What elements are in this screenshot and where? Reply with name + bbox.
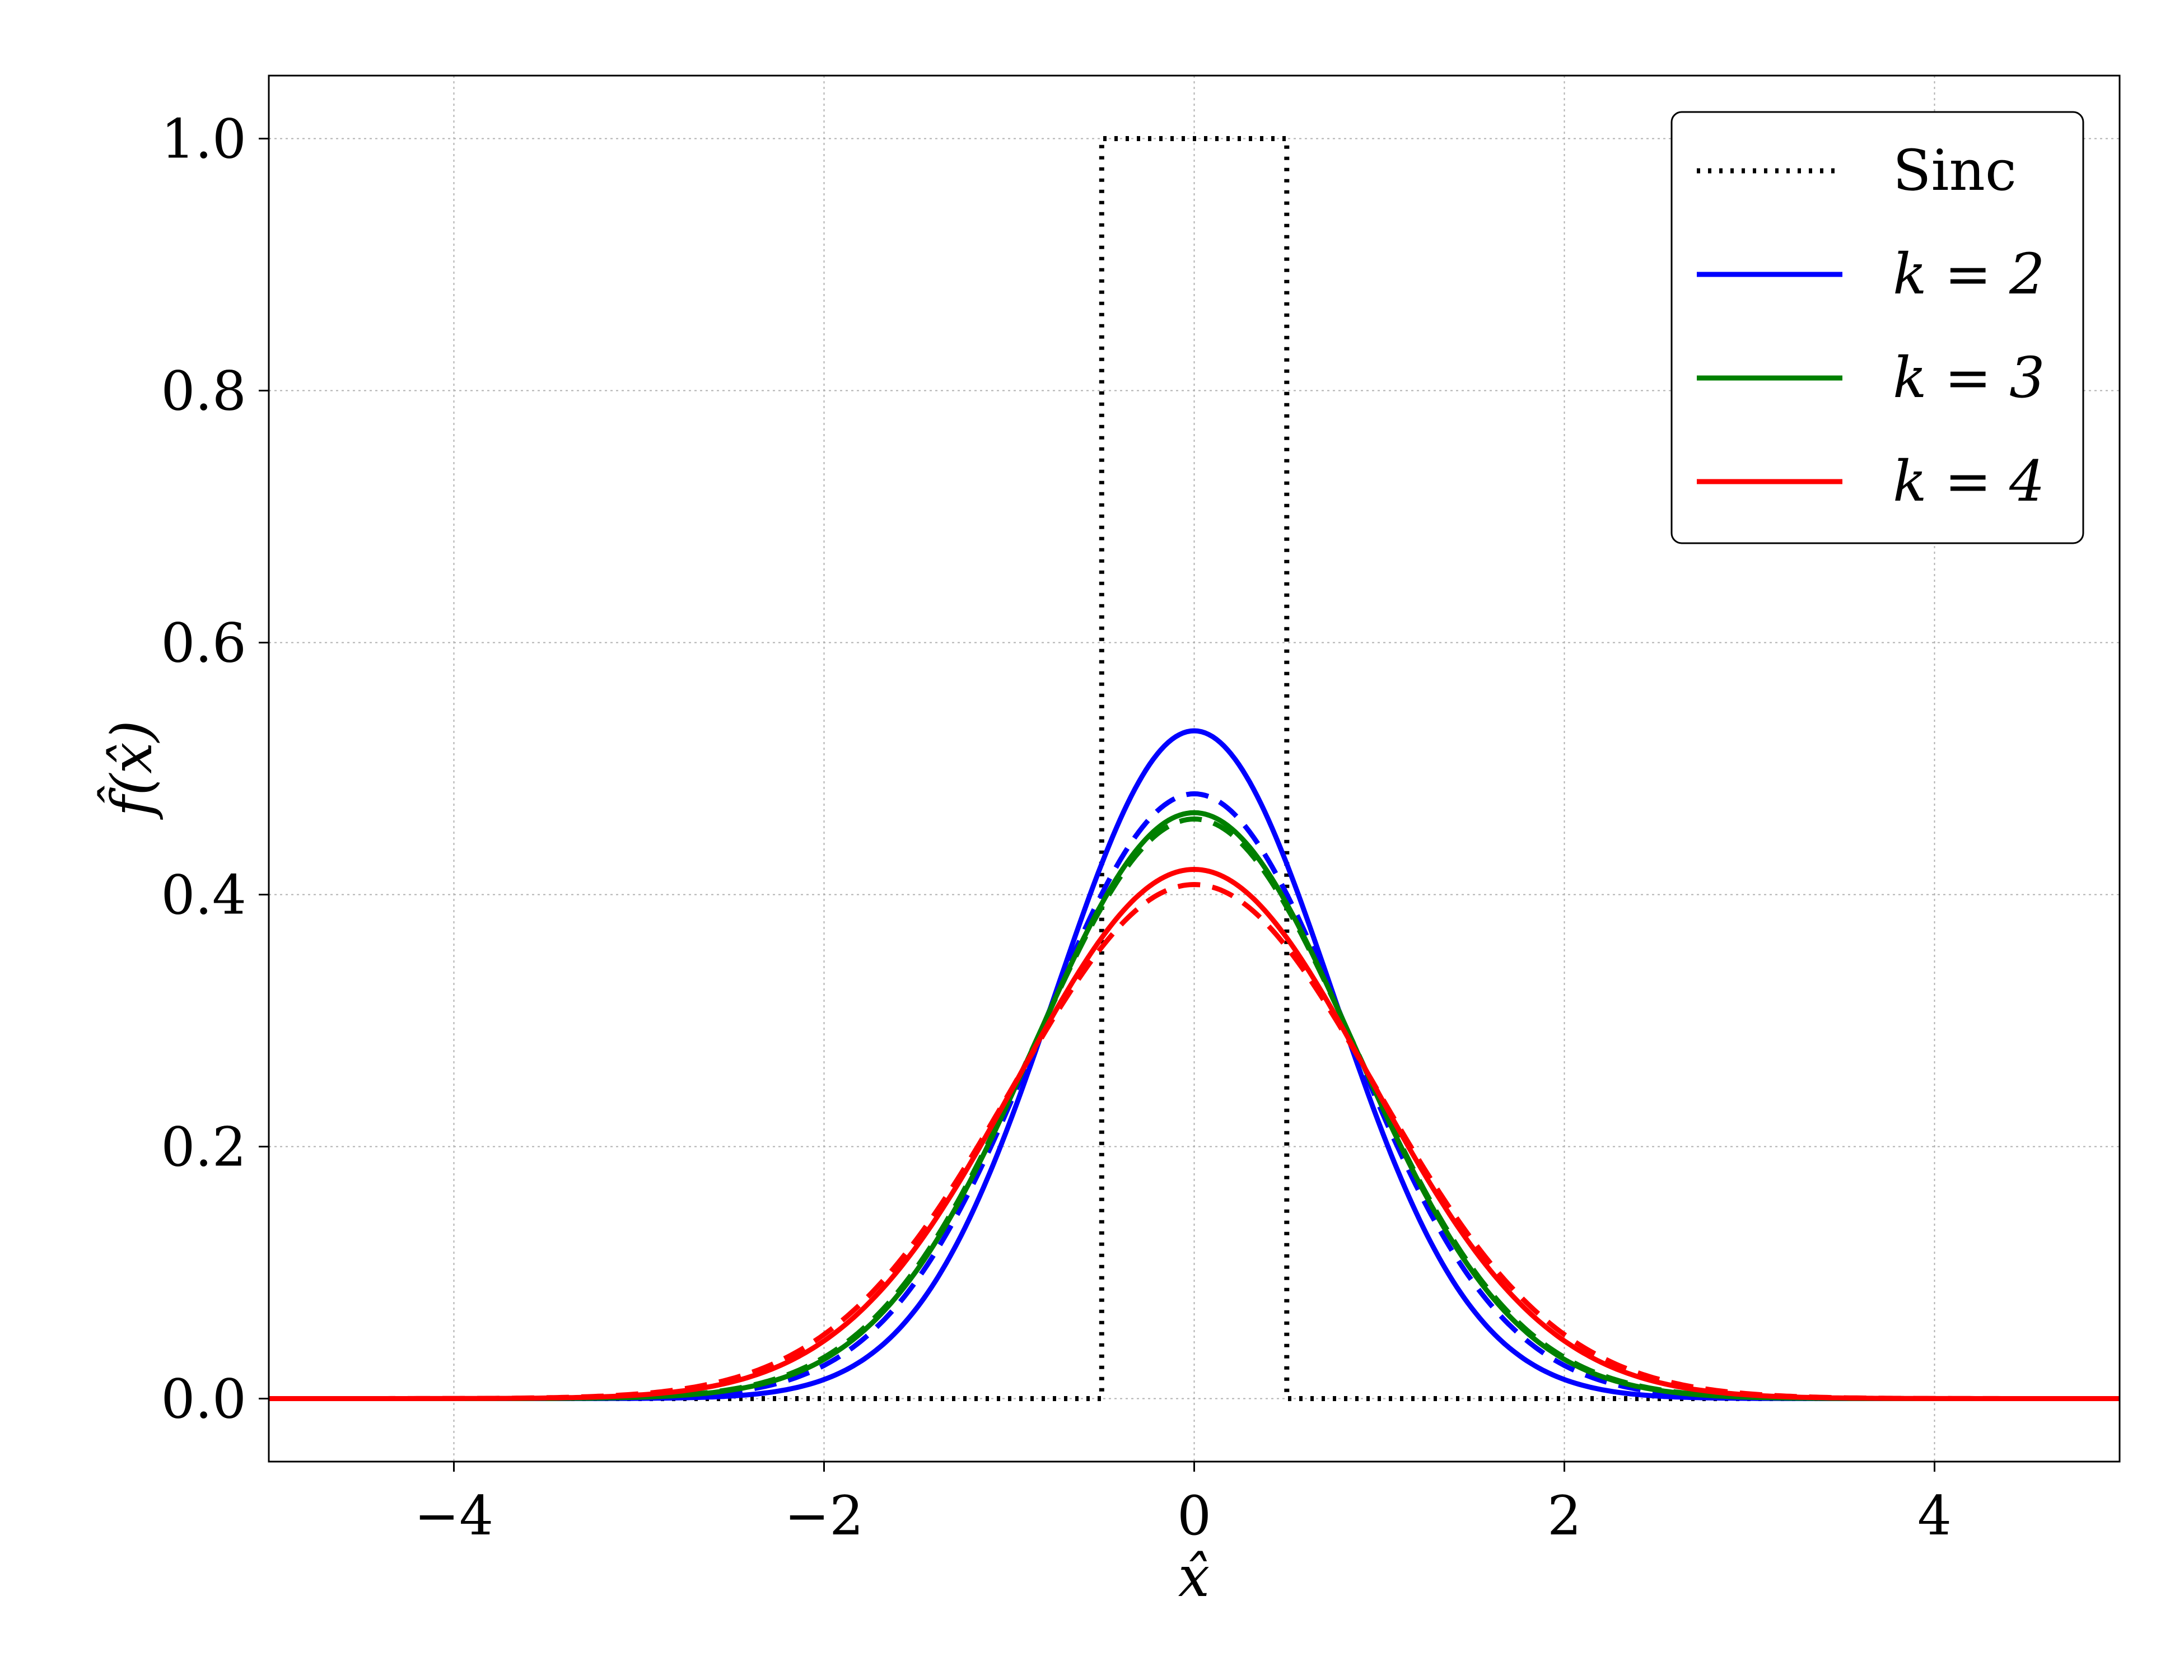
series-line-0 [269,136,2120,1401]
legend-label-1: k = 2 [1893,241,2045,307]
x-axis-label: x̂ [1178,1544,1210,1609]
series-line-4 [269,816,2120,1401]
x-tick-label: −2 [785,1485,864,1547]
x-tick-label: 0 [1177,1485,1211,1547]
x-tick-label: 4 [1917,1485,1952,1547]
legend-label-3: k = 4 [1893,449,2045,514]
y-tick-label: 0.0 [161,1368,246,1431]
y-axis-ticks: 0.0 0.2 0.4 0.6 0.8 1.0 [161,108,269,1431]
x-tick-label: −4 [414,1485,494,1547]
series-line-6 [269,882,2120,1401]
y-tick-label: 0.6 [161,612,246,675]
y-axis-label: f̂(x̂) [97,720,165,820]
data-series [269,136,2120,1401]
legend-label-2: k = 3 [1893,345,2045,410]
y-tick-label: 0.2 [161,1116,246,1179]
legend-box [1670,111,2084,544]
x-axis-ticks: −4 −2 0 2 4 [414,1462,1952,1547]
y-tick-label: 0.8 [161,360,246,423]
y-tick-label: 1.0 [161,108,246,171]
x-tick-label: 2 [1547,1485,1581,1547]
y-tick-label: 0.4 [161,864,246,927]
legend-label-0: Sinc [1893,138,2017,203]
legend: Sinc k = 2 k = 3 k = 4 [1670,111,2084,544]
